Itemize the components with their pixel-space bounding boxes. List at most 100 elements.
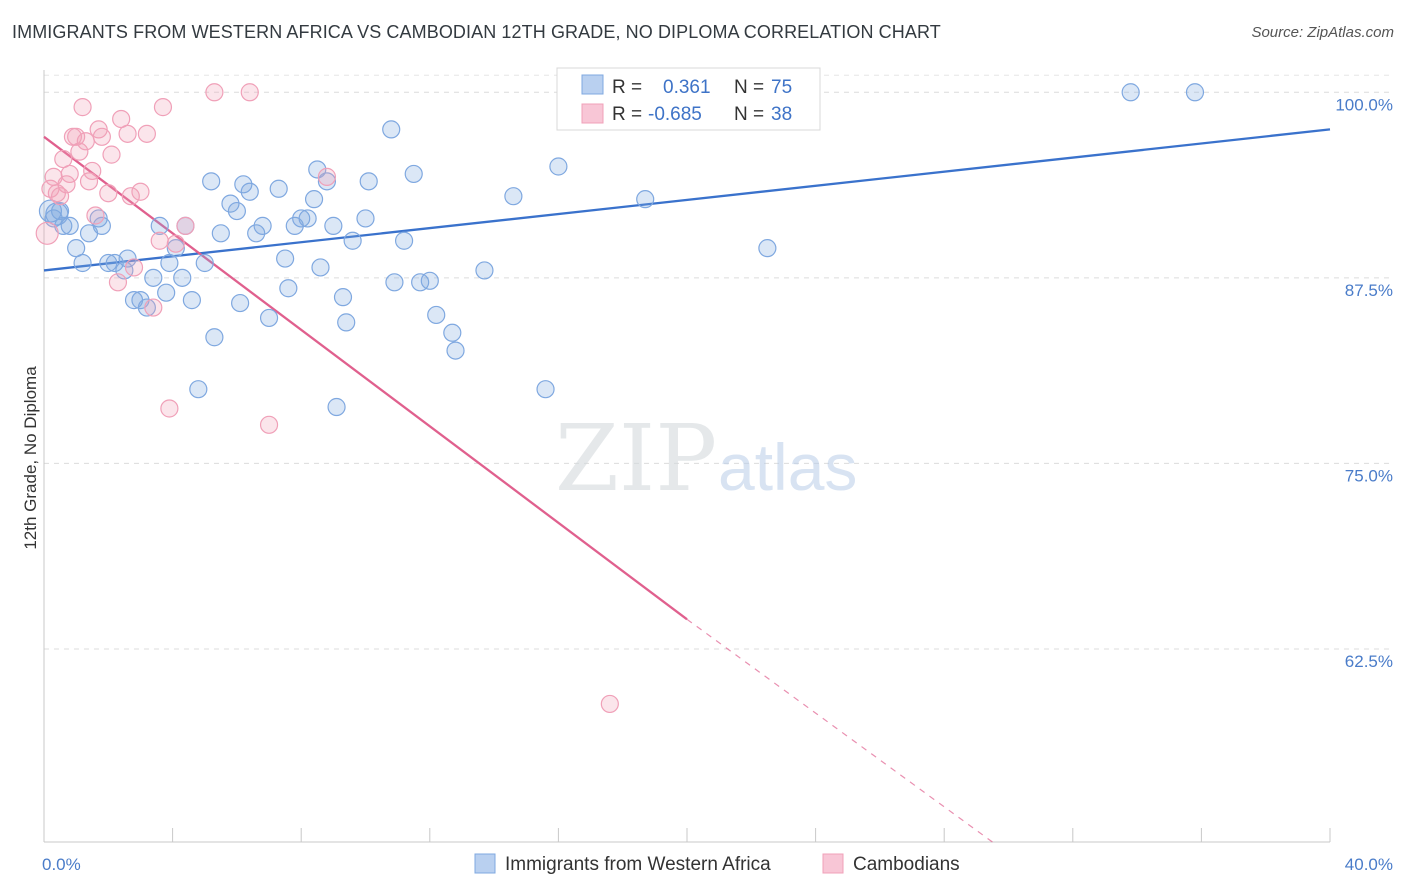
point-cambodian [86, 206, 105, 225]
point-western-africa [269, 179, 288, 198]
point-western-africa [333, 288, 353, 307]
point-cambodian [205, 83, 224, 102]
watermark-zip: ZIP [555, 405, 717, 512]
point-cambodian [118, 124, 137, 143]
stat-r-value-2: -0.685 [648, 104, 702, 125]
point-western-africa [38, 199, 63, 223]
point-western-africa [304, 190, 324, 209]
point-western-africa [50, 201, 70, 221]
trend-lines [43, 128, 1331, 843]
point-western-africa [317, 172, 337, 191]
point-western-africa [298, 209, 317, 228]
stat-n-value-2: 38 [771, 104, 792, 125]
stats-legend: R = 0.361 N = 75 R = -0.685 N = 38 [556, 67, 821, 131]
y-axis-title: 12th Grade, No Diploma [21, 366, 40, 550]
point-western-africa [221, 194, 240, 213]
point-cambodian [57, 175, 76, 194]
point-western-africa [73, 253, 92, 273]
point-western-africa [247, 224, 266, 243]
point-western-africa [758, 239, 777, 258]
point-western-africa [394, 231, 414, 250]
chart-title: IMMIGRANTS FROM WESTERN AFRICA VS CAMBOD… [12, 22, 941, 42]
point-western-africa [404, 164, 423, 184]
point-cambodian [259, 415, 279, 434]
point-cambodian [160, 399, 179, 418]
point-western-africa [92, 216, 111, 235]
legend-swatch-western-africa [474, 853, 496, 874]
stat-r-label-2: R = [612, 104, 642, 125]
x-tick-labels: 0.0% 40.0% [42, 855, 1393, 874]
point-cambodian [67, 127, 86, 146]
point-western-africa [382, 120, 401, 139]
point-western-africa [292, 209, 311, 228]
point-western-africa [253, 216, 272, 235]
point-cambodian [144, 298, 163, 317]
point-cambodian [83, 161, 102, 181]
point-western-africa [359, 172, 378, 191]
point-western-africa [166, 239, 185, 258]
point-western-africa [308, 160, 327, 179]
trend-line-cambodians-extrapolated [686, 618, 993, 843]
point-western-africa [324, 216, 343, 235]
point-western-africa [327, 397, 346, 417]
legend-swatch-blue [581, 74, 604, 95]
point-western-africa [259, 308, 279, 328]
stat-r-label-1: R = [612, 77, 642, 98]
point-western-africa [182, 291, 201, 310]
point-cambodian [60, 164, 79, 184]
point-western-africa [420, 271, 439, 290]
y-tick-labels: 62.5% 75.0% 87.5% 100.0% [1335, 95, 1393, 671]
point-cambodian [76, 132, 95, 151]
point-western-africa [504, 187, 523, 206]
grid-lines [44, 74, 1392, 650]
point-western-africa [202, 172, 221, 191]
watermark: ZIP atlas [555, 405, 857, 512]
point-western-africa [279, 279, 298, 298]
stat-n-label-2: N = [734, 104, 764, 125]
point-western-africa [144, 268, 163, 287]
point-western-africa [549, 157, 568, 176]
point-western-africa [427, 305, 446, 325]
point-western-africa [227, 201, 246, 221]
point-cambodian [70, 142, 89, 161]
point-western-africa [234, 175, 253, 194]
point-cambodian [73, 98, 92, 117]
point-cambodian [131, 182, 150, 201]
stat-n-label-1: N = [734, 77, 764, 98]
point-western-africa [356, 209, 375, 228]
point-western-africa [536, 380, 555, 399]
y-tick-label: 87.5% [1345, 281, 1393, 300]
point-western-africa [99, 253, 118, 273]
trend-line-cambodians [43, 135, 688, 621]
legend-label-cambodians: Cambodians [853, 854, 960, 875]
point-cambodian [102, 145, 121, 164]
source-label: Source: ZipAtlas.com [1251, 24, 1394, 41]
point-cambodian [99, 184, 118, 203]
point-cambodian [121, 187, 140, 206]
point-cambodian [240, 83, 259, 102]
point-cambodian [176, 216, 195, 235]
x-tick-label: 0.0% [42, 855, 81, 874]
point-western-africa [118, 249, 137, 268]
stat-r-value-1: 0.361 [663, 77, 711, 98]
point-western-africa [1121, 83, 1140, 102]
point-western-africa [173, 268, 192, 287]
point-western-africa [231, 293, 250, 313]
point-western-africa [636, 190, 655, 209]
trend-line-western-africa [43, 128, 1331, 272]
scatter-points [35, 83, 1205, 714]
point-western-africa [157, 283, 176, 302]
legend-swatch-pink [581, 103, 604, 124]
point-cambodian [600, 694, 619, 714]
y-tick-label: 100.0% [1335, 95, 1393, 114]
point-western-africa [276, 249, 295, 268]
point-western-africa [337, 313, 356, 332]
series-legend: Immigrants from Western Africa Cambodian… [474, 853, 960, 875]
point-cambodian [124, 258, 144, 277]
y-tick-label: 62.5% [1345, 652, 1393, 671]
point-western-africa [137, 298, 156, 317]
point-western-africa [150, 216, 169, 235]
point-cambodian [35, 221, 59, 245]
point-western-africa [240, 182, 259, 201]
point-cambodian [79, 172, 99, 191]
